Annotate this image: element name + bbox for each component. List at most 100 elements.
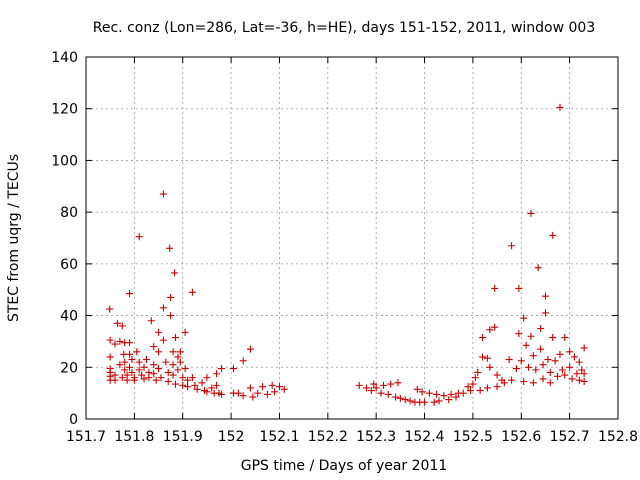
x-tick-label: 152.4: [404, 429, 444, 445]
data-point: [217, 390, 225, 398]
data-point: [126, 350, 134, 358]
x-axis-label: GPS time / Days of year 2011: [241, 458, 448, 474]
data-point: [213, 381, 221, 389]
data-point: [116, 337, 124, 345]
data-point: [171, 380, 179, 388]
data-point: [155, 328, 163, 336]
data-point: [561, 334, 569, 342]
data-point: [135, 233, 143, 241]
data-point: [249, 393, 257, 401]
data-point: [486, 363, 494, 371]
data-point: [179, 381, 187, 389]
data-point: [191, 381, 199, 389]
data-point: [135, 366, 143, 374]
y-tick-label: 60: [60, 257, 78, 273]
data-point: [570, 353, 578, 361]
y-tick-label: 120: [51, 102, 78, 118]
data-point: [433, 390, 441, 398]
data-point: [188, 288, 196, 296]
data-point: [575, 358, 583, 366]
data-point: [575, 376, 583, 384]
data-point: [532, 366, 540, 374]
data-points: [106, 103, 588, 406]
data-point: [246, 345, 254, 353]
data-point: [580, 370, 588, 378]
data-point: [425, 389, 433, 397]
data-point: [483, 354, 491, 362]
data-point: [418, 388, 426, 396]
data-point: [529, 379, 537, 387]
data-point: [483, 384, 491, 392]
data-point: [505, 356, 513, 364]
data-point: [193, 385, 201, 393]
data-point: [370, 380, 378, 388]
data-point: [367, 387, 375, 395]
data-point: [522, 341, 530, 349]
data-point: [372, 384, 380, 392]
data-point: [155, 365, 163, 373]
data-point: [515, 284, 523, 292]
data-point: [128, 356, 136, 364]
data-point: [116, 361, 124, 369]
data-point: [128, 368, 136, 376]
data-point: [508, 242, 516, 250]
data-point: [491, 284, 499, 292]
data-point: [430, 398, 438, 406]
data-point: [556, 103, 564, 111]
data-point: [169, 371, 177, 379]
data-point: [541, 292, 549, 300]
data-point: [573, 370, 581, 378]
data-point: [539, 375, 547, 383]
data-point: [152, 376, 160, 384]
data-point: [157, 374, 165, 382]
data-point: [239, 392, 247, 400]
data-point: [459, 389, 467, 397]
data-point: [126, 339, 134, 347]
data-point: [515, 330, 523, 338]
data-point: [413, 385, 421, 393]
x-tick-label: 152.6: [501, 429, 541, 445]
data-point: [508, 376, 516, 384]
data-point: [239, 357, 247, 365]
data-point: [554, 372, 562, 380]
data-point: [566, 363, 574, 371]
x-tick-label: 151.9: [163, 429, 203, 445]
data-point: [471, 374, 479, 382]
data-point: [167, 312, 175, 320]
data-point: [568, 375, 576, 383]
data-point: [263, 390, 271, 398]
data-point: [474, 368, 482, 376]
x-tick-label: 152.1: [259, 429, 299, 445]
data-point: [254, 389, 262, 397]
data-point: [396, 394, 404, 402]
data-point: [181, 365, 189, 373]
x-tick-label: 152.7: [550, 429, 590, 445]
data-point: [162, 358, 170, 366]
data-point: [578, 366, 586, 374]
data-point: [529, 352, 537, 360]
data-point: [377, 389, 385, 397]
data-point: [491, 323, 499, 331]
data-point: [167, 293, 175, 301]
data-point: [155, 348, 163, 356]
data-point: [145, 374, 153, 382]
data-point: [271, 388, 279, 396]
data-point: [113, 319, 121, 327]
data-point: [181, 328, 189, 336]
data-point: [534, 264, 542, 272]
data-point: [259, 383, 267, 391]
data-point: [549, 334, 557, 342]
data-point: [118, 322, 126, 330]
data-point: [111, 340, 119, 348]
data-point: [537, 325, 545, 332]
data-point: [138, 371, 146, 379]
data-point: [133, 348, 141, 356]
data-point: [171, 334, 179, 342]
data-point: [135, 358, 143, 366]
data-point: [566, 348, 574, 356]
data-point: [363, 384, 371, 392]
plot-frame: [85, 56, 619, 420]
data-point: [394, 379, 402, 387]
data-point: [268, 381, 276, 389]
